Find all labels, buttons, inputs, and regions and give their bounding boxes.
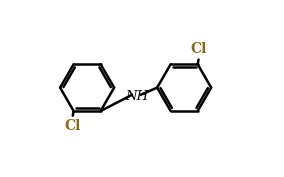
Text: NH: NH: [125, 90, 148, 103]
Text: Cl: Cl: [64, 119, 81, 133]
Text: Cl: Cl: [190, 42, 207, 56]
